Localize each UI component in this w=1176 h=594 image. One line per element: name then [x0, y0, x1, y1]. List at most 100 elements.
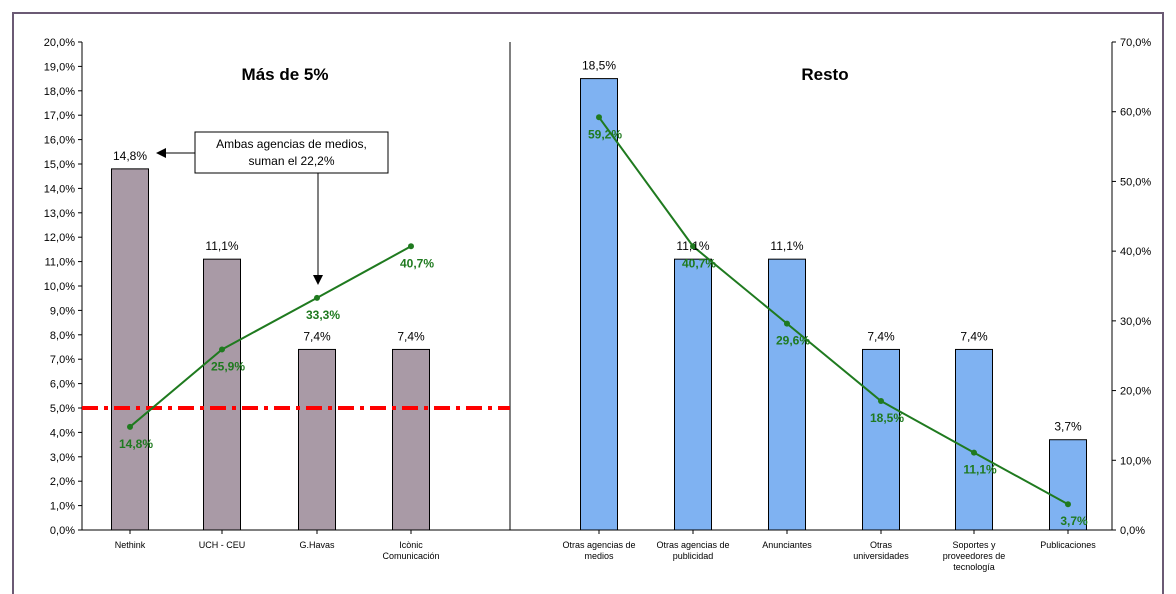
left-tick-label: 16,0% [44, 135, 75, 147]
line-point [971, 449, 977, 456]
axes: 0,0% 1,0% 2,0% 3,0% 4,0% 5,0% 6,0% 7,0% 8,0% 9,0%… [44, 37, 1152, 537]
bar-value-label: 18,5% [582, 59, 616, 73]
category-label: Icònic Comunicación [382, 540, 439, 561]
left-tick-label: 19,0% [44, 61, 75, 73]
bar [580, 78, 618, 531]
annotation-text: suman el 22,2% [248, 154, 334, 168]
left-tick-label: 9,0% [50, 305, 75, 317]
panel-title-left: Más de 5% [242, 65, 329, 84]
category-label-line: proveedores de [943, 551, 1006, 561]
left-tick-label: 0,0% [50, 525, 75, 537]
line-point [314, 294, 320, 301]
category-label: Anunciantes [762, 540, 812, 550]
left-tick-label: 7,0% [50, 354, 75, 366]
category-label-line: Soportes y [952, 540, 996, 550]
category-label-line: Anunciantes [762, 540, 812, 550]
category-label-line: tecnología [953, 562, 995, 572]
bar [203, 258, 241, 531]
category-label-line: Comunicación [382, 551, 439, 561]
annotation-arrowhead-down [313, 275, 323, 285]
chart-frame [12, 12, 1164, 594]
category-label-line: medios [584, 551, 614, 561]
right-tick-label: 30,0% [1120, 316, 1151, 328]
category-label: Otras agencias de medios [562, 540, 635, 561]
right-tick-label: 10,0% [1120, 455, 1151, 467]
left-tick-label: 6,0% [50, 379, 75, 391]
line-value-label: 14,8% [119, 437, 153, 451]
category-label-line: G.Havas [299, 540, 335, 550]
left-tick-label: 20,0% [44, 37, 75, 49]
line-point [784, 320, 790, 327]
cumulative-line [127, 114, 1071, 508]
line-point [219, 346, 225, 353]
left-tick-label: 14,0% [44, 183, 75, 195]
category-label: G.Havas [299, 540, 335, 550]
line-value-label: 59,2% [588, 127, 622, 141]
category-label-line: Icònic [399, 540, 423, 550]
annotation-box [194, 131, 389, 174]
category-label: Otras agencias de publicidad [656, 540, 729, 561]
line-value-label: 25,9% [211, 359, 245, 373]
category-label-line: Otras agencias de [656, 540, 729, 550]
left-tick-label: 10,0% [44, 281, 75, 293]
bar-value-label: 7,4% [303, 329, 331, 343]
panel-title-right: Resto [801, 65, 848, 84]
category-label: Otras universidades [853, 540, 909, 561]
left-tick-label: 13,0% [44, 208, 75, 220]
category-label-line: Otras [870, 540, 893, 550]
left-tick-label: 15,0% [44, 159, 75, 171]
data-labels: 14,8% 11,1% 7,4% 7,4% 18,5% 11,1% 11,1% 7,4% 7,4… [113, 59, 1088, 529]
line-point [690, 243, 696, 250]
bar [392, 348, 430, 531]
right-tick-label: 50,0% [1120, 176, 1151, 188]
line-value-label: 29,6% [776, 334, 810, 348]
category-label-line: Nethink [115, 540, 146, 550]
bar [298, 348, 336, 531]
right-tick-label: 0,0% [1120, 525, 1145, 537]
bar [111, 168, 149, 531]
bars [111, 78, 1087, 531]
right-tick-label: 70,0% [1120, 37, 1151, 49]
bar-value-label: 11,1% [770, 239, 803, 253]
line-point [127, 423, 133, 430]
line-value-label: 33,3% [306, 308, 340, 322]
left-tick-label: 4,0% [50, 427, 75, 439]
bar-value-label: 7,4% [960, 329, 988, 343]
left-tick-label: 2,0% [50, 476, 75, 488]
right-tick-label: 20,0% [1120, 386, 1151, 398]
line-series-left [129, 245, 412, 428]
line-point [408, 243, 414, 250]
frame-border [12, 12, 1164, 594]
bar-value-label: 7,4% [397, 329, 425, 343]
left-tick-label: 5,0% [50, 403, 75, 415]
category-label-line: Publicaciones [1040, 540, 1096, 550]
bar-value-label: 14,8% [113, 149, 147, 163]
right-tick-label: 40,0% [1120, 246, 1151, 258]
category-label: UCH - CEU [199, 540, 246, 550]
left-tick-label: 18,0% [44, 86, 75, 98]
line-value-label: 3,7% [1060, 514, 1088, 528]
bar [955, 348, 993, 531]
bar-value-label: 3,7% [1054, 420, 1082, 434]
category-labels: Nethink UCH - CEU G.Havas Icònic Comunicació… [115, 540, 1097, 572]
line-series-right [598, 116, 1069, 506]
left-tick-label: 11,0% [45, 257, 76, 269]
right-tick-label: 60,0% [1120, 107, 1151, 119]
line-point [878, 398, 884, 405]
category-label: Nethink [115, 540, 146, 550]
line-point [1065, 501, 1071, 508]
line-point [596, 114, 602, 121]
category-label-line: publicidad [673, 551, 714, 561]
category-label-line: universidades [853, 551, 909, 561]
left-tick-label: 1,0% [50, 501, 75, 513]
left-tick-label: 12,0% [44, 232, 75, 244]
annotation: Ambas agencias de medios, suman el 22,2% [156, 131, 389, 285]
annotation-arrowhead-left [156, 148, 166, 158]
line-value-label: 11,1% [963, 463, 997, 477]
bar-value-label: 7,4% [867, 329, 895, 343]
category-label: Soportes y proveedores de tecnología [943, 540, 1006, 572]
line-value-label: 18,5% [870, 411, 904, 425]
category-label: Publicaciones [1040, 540, 1096, 550]
bar [1049, 439, 1087, 531]
